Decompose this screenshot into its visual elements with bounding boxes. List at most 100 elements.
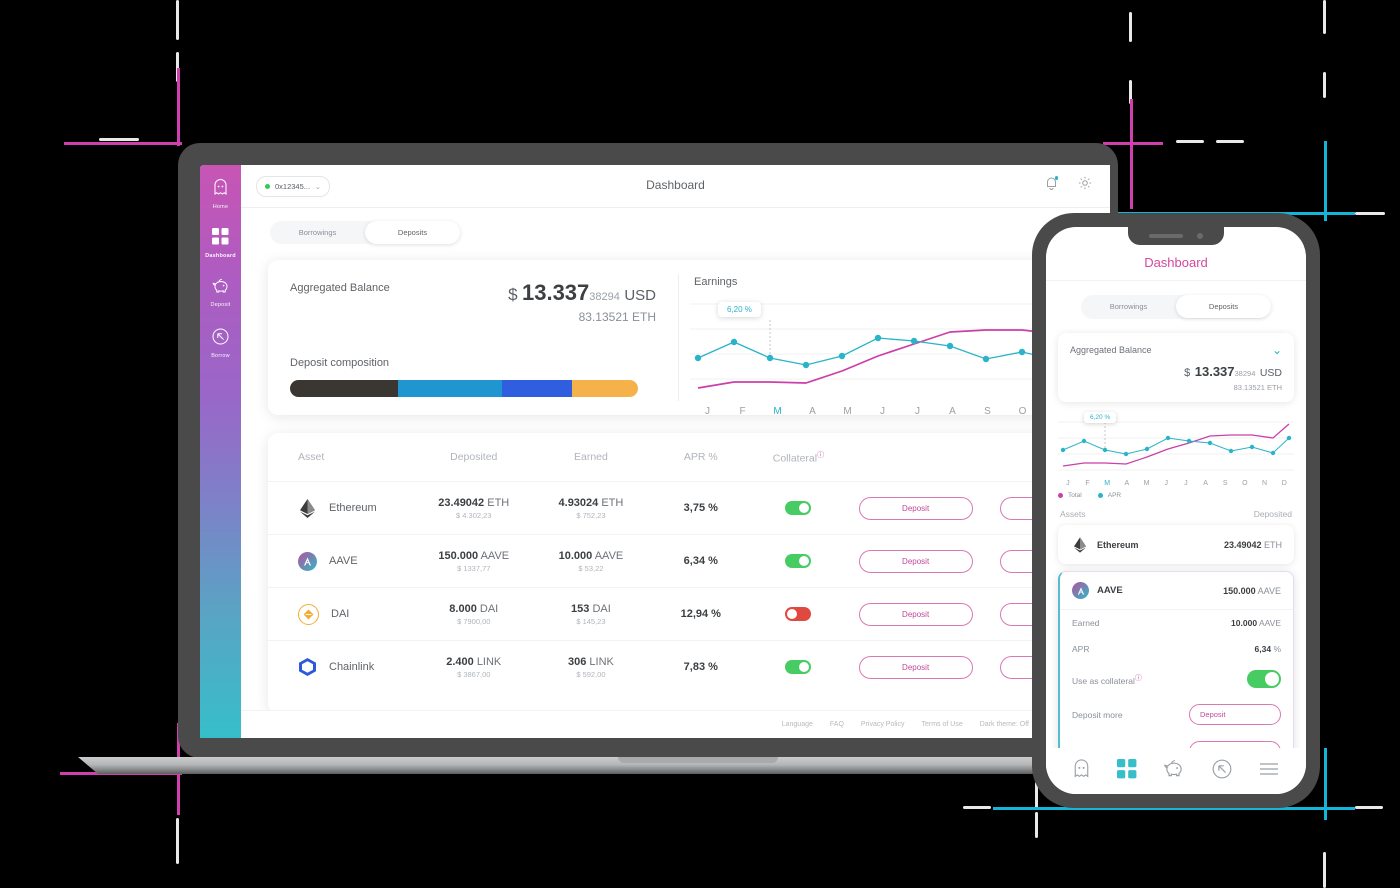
list-item[interactable]: Ethereum 23.49042 ETH — [1058, 525, 1294, 564]
summary-card: Aggregated Balance $ 13.33738294 USD 83.… — [268, 260, 1110, 417]
laptop-base — [78, 757, 1118, 774]
table-row[interactable]: AAVE 150.000 AAVE $ 1337,77 10.000 AAVE … — [268, 534, 1110, 587]
footer-link-terms[interactable]: Terms of Use — [921, 721, 963, 728]
row-asset: Ethereum — [268, 498, 415, 518]
asset-name: DAI — [331, 608, 350, 620]
piggy-bank-icon — [200, 278, 241, 299]
tab-deposits[interactable]: Deposits — [365, 221, 460, 244]
tab-borrowings[interactable]: Borrowings — [298, 228, 337, 237]
asset-name: Ethereum — [1097, 539, 1139, 550]
wallet-selector[interactable]: 0x12345... ⌄ — [256, 176, 330, 197]
currency-symbol: $ — [508, 285, 518, 304]
sidebar-item-dashboard[interactable]: Dashboard — [200, 228, 241, 259]
composition-segment-cyan — [397, 380, 503, 397]
dai-icon — [298, 603, 319, 625]
phone-earnings-chart — [1058, 421, 1294, 471]
deposited-usd: $ 1337,77 — [457, 563, 491, 573]
line-label: APR — [1072, 644, 1090, 654]
table-row[interactable]: Ethereum 23.49042 ETH $ 4.302,23 4.93024… — [268, 481, 1110, 534]
phone-chart-legend: Total APR — [1058, 492, 1294, 499]
tooltip-value: 6,20 % — [727, 305, 752, 314]
info-icon[interactable]: ⓘ — [1134, 674, 1142, 682]
bell-icon[interactable] — [1045, 176, 1058, 195]
col-deposited: Deposited — [450, 451, 498, 463]
deposited-unit: AAVE — [480, 549, 510, 562]
table-row[interactable]: Chainlink 2.400 LINK $ 3867,00 306 LINK … — [268, 640, 1110, 693]
balance-minor: 38294 — [589, 291, 620, 303]
earned-unit: DAI — [592, 602, 611, 615]
deposited-amount: 2.400 — [446, 655, 474, 668]
row-deposited: 2.400 LINK $ 3867,00 — [415, 656, 532, 679]
chainlink-icon — [298, 658, 317, 677]
laptop-device: Home Dashboard — [78, 143, 1118, 774]
x-tick: D — [1281, 480, 1287, 487]
sidebar-item-home[interactable]: Home — [200, 179, 241, 210]
footer-link-language[interactable]: Language — [781, 721, 813, 728]
earned-amount: 153 — [571, 602, 590, 615]
chevron-down-icon: ⌄ — [315, 183, 321, 191]
balance-panel: Aggregated Balance $ 13.33738294 USD 83.… — [268, 260, 678, 415]
x-tick: A — [1124, 480, 1130, 487]
info-icon[interactable]: ⓘ — [817, 451, 825, 459]
x-tick: A — [949, 406, 956, 417]
legend-label: APR — [1107, 492, 1122, 499]
footer-link-faq[interactable]: FAQ — [829, 721, 844, 728]
ethereum-icon — [1070, 535, 1089, 554]
composition-segment-blue — [502, 380, 572, 397]
phone-balance-card[interactable]: Aggregated Balance ⌄ $ 13.33738294 USD 8… — [1058, 333, 1294, 402]
collateral-toggle[interactable] — [785, 553, 812, 568]
nav-piggy-bank-icon[interactable] — [1163, 759, 1185, 783]
nav-ghost-icon[interactable] — [1073, 758, 1090, 784]
ethereum-icon — [298, 498, 317, 518]
gear-icon[interactable] — [1078, 176, 1092, 195]
deposit-button[interactable]: Deposit — [858, 602, 973, 626]
collateral-toggle[interactable] — [1247, 670, 1281, 688]
line-label: Deposit more — [1072, 709, 1123, 720]
phone-tab-borrowings[interactable]: Borrowings — [1109, 302, 1148, 311]
row-apr: 12,94 % — [680, 608, 721, 620]
row-apr: 3,75 % — [683, 502, 718, 514]
nav-hamburger-icon[interactable] — [1259, 761, 1279, 782]
footer-link-privacy[interactable]: Privacy Policy — [860, 721, 905, 728]
collateral-toggle[interactable] — [785, 500, 812, 515]
deposit-button[interactable]: Deposit — [858, 496, 973, 520]
table-row[interactable]: DAI 8.000 DAI $ 7900,00 153 DAI $ 145,23… — [268, 587, 1110, 640]
col-apr: APR % — [683, 451, 718, 463]
phone-currency-code: USD — [1259, 367, 1282, 379]
x-tick: M — [1143, 480, 1150, 487]
phone-balance-eth: 83.13521 ETH — [1233, 383, 1282, 392]
footer: Language FAQ Privacy Policy Terms of Use… — [241, 710, 1110, 738]
sidebar-item-label: Borrow — [211, 353, 230, 359]
segmented-tabs[interactable]: Borrowings Deposits — [270, 221, 460, 244]
nav-grid-icon[interactable] — [1116, 758, 1137, 784]
topbar: 0x12345... ⌄ Dashboard — [241, 165, 1110, 208]
earned-usd: $ 592,00 — [576, 669, 606, 679]
laptop-screen: Home Dashboard — [200, 165, 1110, 738]
earned-usd: $ 752,23 — [576, 510, 606, 520]
col-collateral-label: Collateral — [772, 452, 818, 465]
x-tick: M — [843, 406, 852, 417]
col-asset: Asset — [298, 451, 325, 463]
expanded-line-deposit: Deposit more Deposit — [1060, 696, 1293, 733]
phone-segmented-tabs[interactable]: Borrowings Deposits — [1081, 295, 1271, 319]
aave-icon — [1072, 582, 1089, 599]
phone-tab-deposits[interactable]: Deposits — [1176, 295, 1271, 318]
line-unit: % — [1273, 644, 1281, 654]
collateral-toggle[interactable] — [785, 606, 812, 621]
deposit-button[interactable]: Deposit — [858, 549, 973, 573]
nav-arrow-circle-icon[interactable] — [1212, 759, 1232, 784]
deposited-unit: DAI — [479, 602, 499, 615]
deposited-unit: AAVE — [1257, 585, 1281, 596]
chevron-down-icon[interactable]: ⌄ — [1271, 343, 1282, 357]
collateral-toggle[interactable] — [785, 659, 812, 674]
expanded-asset-card[interactable]: AAVE 150.000 AAVE Earned 10.000 AAVE APR… — [1058, 571, 1294, 771]
sidebar-item-deposit[interactable]: Deposit — [200, 278, 241, 308]
sidebar-item-label: Deposit — [210, 302, 231, 308]
x-tick: S — [1222, 480, 1228, 487]
x-tick: N — [1262, 480, 1268, 487]
row-earned: 153 DAI $ 145,23 — [532, 603, 649, 626]
deposit-button[interactable]: Deposit — [1189, 704, 1281, 725]
sidebar-item-borrow[interactable]: Borrow — [200, 328, 241, 359]
deposit-button[interactable]: Deposit — [858, 655, 973, 679]
